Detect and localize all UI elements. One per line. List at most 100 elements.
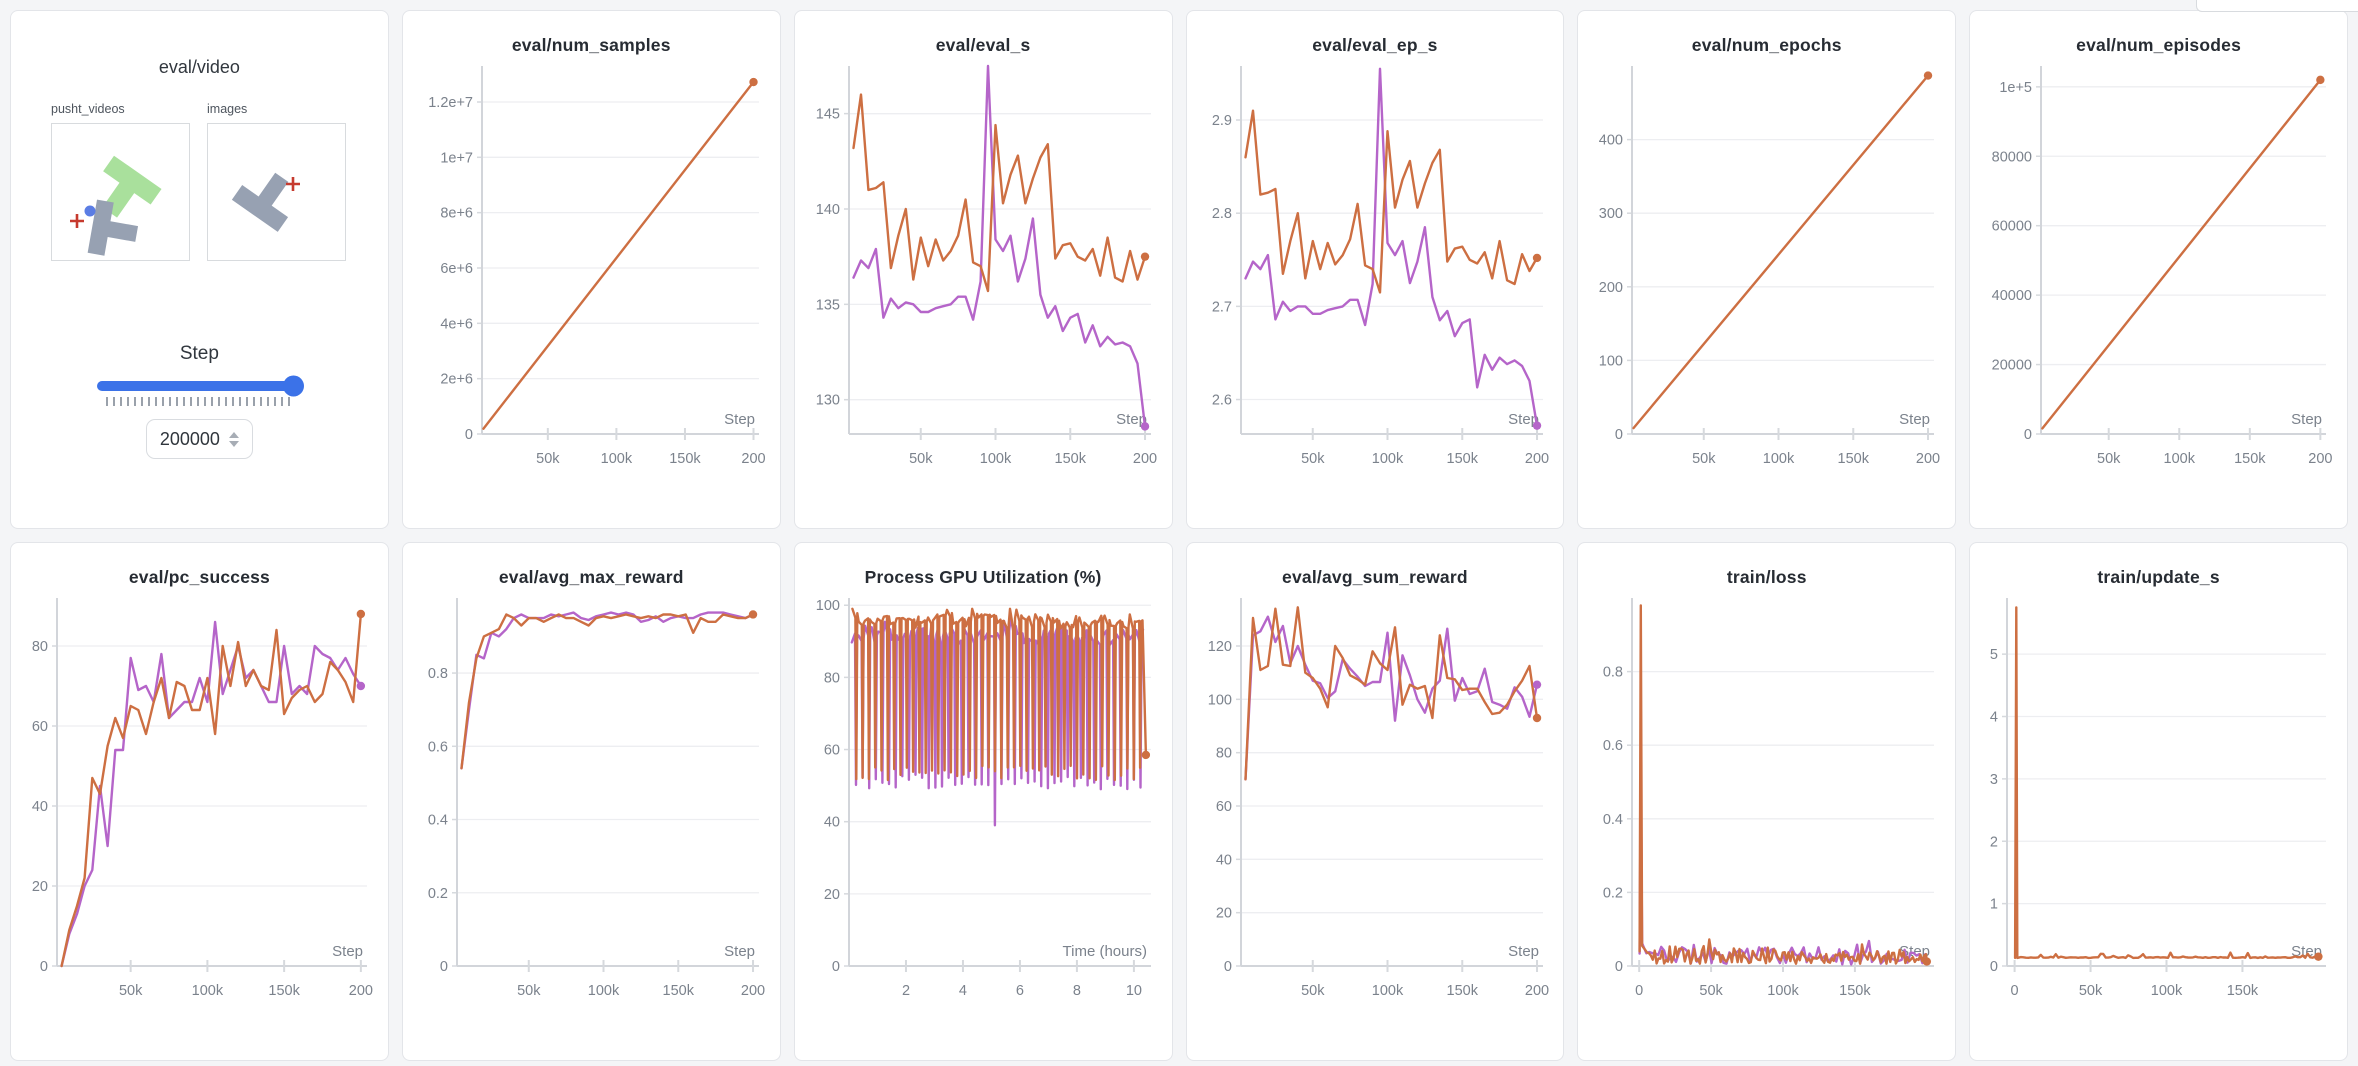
y-tick-label: 0.6 [428,739,448,755]
x-tick-label: 150k [1446,983,1478,999]
panel-eval-num-samples[interactable]: eval/num_samples 0 2e+6 4e+6 6e+6 8e+6 1e+7 1.2… [401,10,781,529]
x-tick-label: 200 [349,983,373,999]
y-tick-label: 20 [824,887,840,903]
y-tick-label: 400 [1599,133,1623,149]
y-tick-label: 0 [40,959,48,975]
panel-eval-avg-sum-reward[interactable]: eval/avg_sum_reward 0 20 40 60 80 100 120 50k 100… [1185,542,1565,1061]
y-tick-label: 40 [1215,852,1231,868]
goal-cross-icon [286,177,300,191]
x-tick-label: 100k [979,451,1011,467]
y-tick-label: 300 [1599,206,1623,222]
panel-train-loss[interactable]: train/loss 0 0.2 0.4 0.6 0.8 0 50k 100k 150k Step [1577,542,1957,1061]
decrement-arrow-icon[interactable] [228,440,239,447]
images-thumbnail[interactable] [207,123,346,261]
y-tick-label: 8e+6 [440,206,473,222]
panel-eval-avg-max-reward[interactable]: eval/avg_max_reward 0 0.2 0.4 0.6 0.8 50k 100k 1… [401,542,781,1061]
x-tick-label: 100k [2164,451,2196,467]
media-thumbnails: pusht_videos images [11,102,388,261]
y-tick-label: 20 [32,879,48,895]
y-tick-label: 130 [815,393,839,409]
panel-eval-eval-s[interactable]: eval/eval_s 130 135 140 145 50k 100k 150k 200 Ste… [793,10,1173,529]
y-tick-label: 0.4 [428,813,448,829]
x-tick-label: 50k [1301,451,1325,467]
slider-tick-marks [106,397,293,406]
end-point-marker-orange [748,610,758,619]
x-tick-label: 200 [2308,451,2332,467]
y-tick-label: 2.7 [1211,299,1231,315]
y-tick-label: 60 [824,743,840,759]
series-line-purple [851,64,1146,428]
chart-canvas: 0 20 40 60 80 50k 100k 150k 200 Step [32,598,373,999]
panel-title: eval/video [158,57,240,77]
x-tick-label: 200 [1524,983,1548,999]
x-axis-label: Time (hours) [1062,943,1146,960]
y-tick-label: 2 [1990,834,1998,850]
x-tick-label: 150k [2227,983,2259,999]
chart-title: train/update_s [2097,567,2220,587]
slider-thumb[interactable] [283,375,305,397]
x-tick-label: 8 [1073,983,1081,999]
panel-train-update-s[interactable]: train/update_s 0 1 2 3 4 5 0 50k 100k 150k Step [1969,542,2348,1061]
increment-arrow-icon[interactable] [228,431,239,438]
y-tick-label: 4 [1990,710,1998,726]
y-tick-label: 0 [832,959,840,975]
panel-eval-num-epochs[interactable]: eval/num_epochs 0 100 200 300 400 50k 100k 150k 2… [1577,10,1957,529]
series-line-orange [850,607,1147,782]
x-tick-label: 6 [1016,983,1024,999]
y-tick-label: 100 [1207,692,1231,708]
series-line-orange [1243,606,1538,781]
chart-title: Process GPU Utilization (%) [864,567,1102,587]
y-tick-label: 100 [815,598,839,614]
pusht-videos-thumbnail[interactable] [51,123,190,261]
end-point-marker-purple [1532,680,1541,689]
end-point-marker-orange [1140,252,1149,261]
x-tick-label: 100k [1763,451,1795,467]
chart-canvas: 0 0.2 0.4 0.6 0.8 50k 100k 150k 200 Step [428,598,765,999]
chart-canvas: 0 20000 40000 60000 80000 1e+5 50k 100k 150k 200 S… [1992,66,2333,467]
x-tick-label: 50k [119,983,143,999]
y-tick-label: 80000 [1992,149,2032,165]
panel-eval-num-episodes[interactable]: eval/num_episodes 0 20000 40000 60000 80000 1e… [1969,10,2348,529]
y-tick-label: 135 [815,297,839,313]
x-tick-label: 200 [741,451,765,467]
end-point-marker-orange [1922,957,1932,966]
series-line-orange [1243,109,1538,294]
end-point-marker-purple [1532,421,1541,430]
y-tick-label: 1e+7 [440,150,473,166]
panel-eval-pc-success[interactable]: eval/pc_success 0 20 40 60 80 50k 100k 150k 200 St… [10,542,389,1061]
x-axis-label: Step [1508,411,1539,428]
y-tick-label: 0.8 [1603,665,1623,681]
x-tick-label: 10 [1125,983,1141,999]
y-tick-label: 3 [1990,772,1998,788]
step-input[interactable]: 200000 [145,419,253,459]
chart-canvas: 130 135 140 145 50k 100k 150k 200 Step [815,64,1157,467]
y-tick-label: 4e+6 [440,316,473,332]
x-tick-label: 50k [536,451,560,467]
series-line-purple [1243,615,1538,781]
chart-canvas: 2.6 2.7 2.8 2.9 50k 100k 150k 200 Step [1211,66,1549,467]
x-tick-label: 50k [1692,451,1716,467]
series-line-purple [1243,67,1538,427]
panel-eval-video[interactable]: eval/video pusht_videos [10,10,389,529]
x-tick-label: 0 [1635,983,1643,999]
step-slider[interactable] [97,375,305,397]
x-axis-label: Step [1508,943,1539,960]
chart-title: eval/pc_success [128,567,270,587]
end-point-marker-purple [1140,422,1149,431]
end-point-marker-orange [1532,253,1541,263]
stepper-arrows[interactable] [228,431,239,447]
x-axis-label: Step [724,411,755,428]
x-tick-label: 100k [2151,983,2183,999]
series-line-orange [2014,606,2320,960]
x-tick-label: 200 [1133,451,1157,467]
x-tick-label: 100k [1371,451,1403,467]
chart-title: eval/num_samples [511,35,671,55]
y-tick-label: 1 [1990,897,1998,913]
chart-canvas: 0 100 200 300 400 50k 100k 150k 200 Step [1599,66,1940,467]
panel-process-gpu-utilization[interactable]: Process GPU Utilization (%) 0 20 40 60 80 100 2… [793,542,1173,1061]
panel-eval-eval-ep-s[interactable]: eval/eval_ep_s 2.6 2.7 2.8 2.9 50k 100k 150k 200… [1185,10,1565,529]
y-tick-label: 1.2e+7 [428,95,473,111]
series-line-orange [60,612,363,968]
